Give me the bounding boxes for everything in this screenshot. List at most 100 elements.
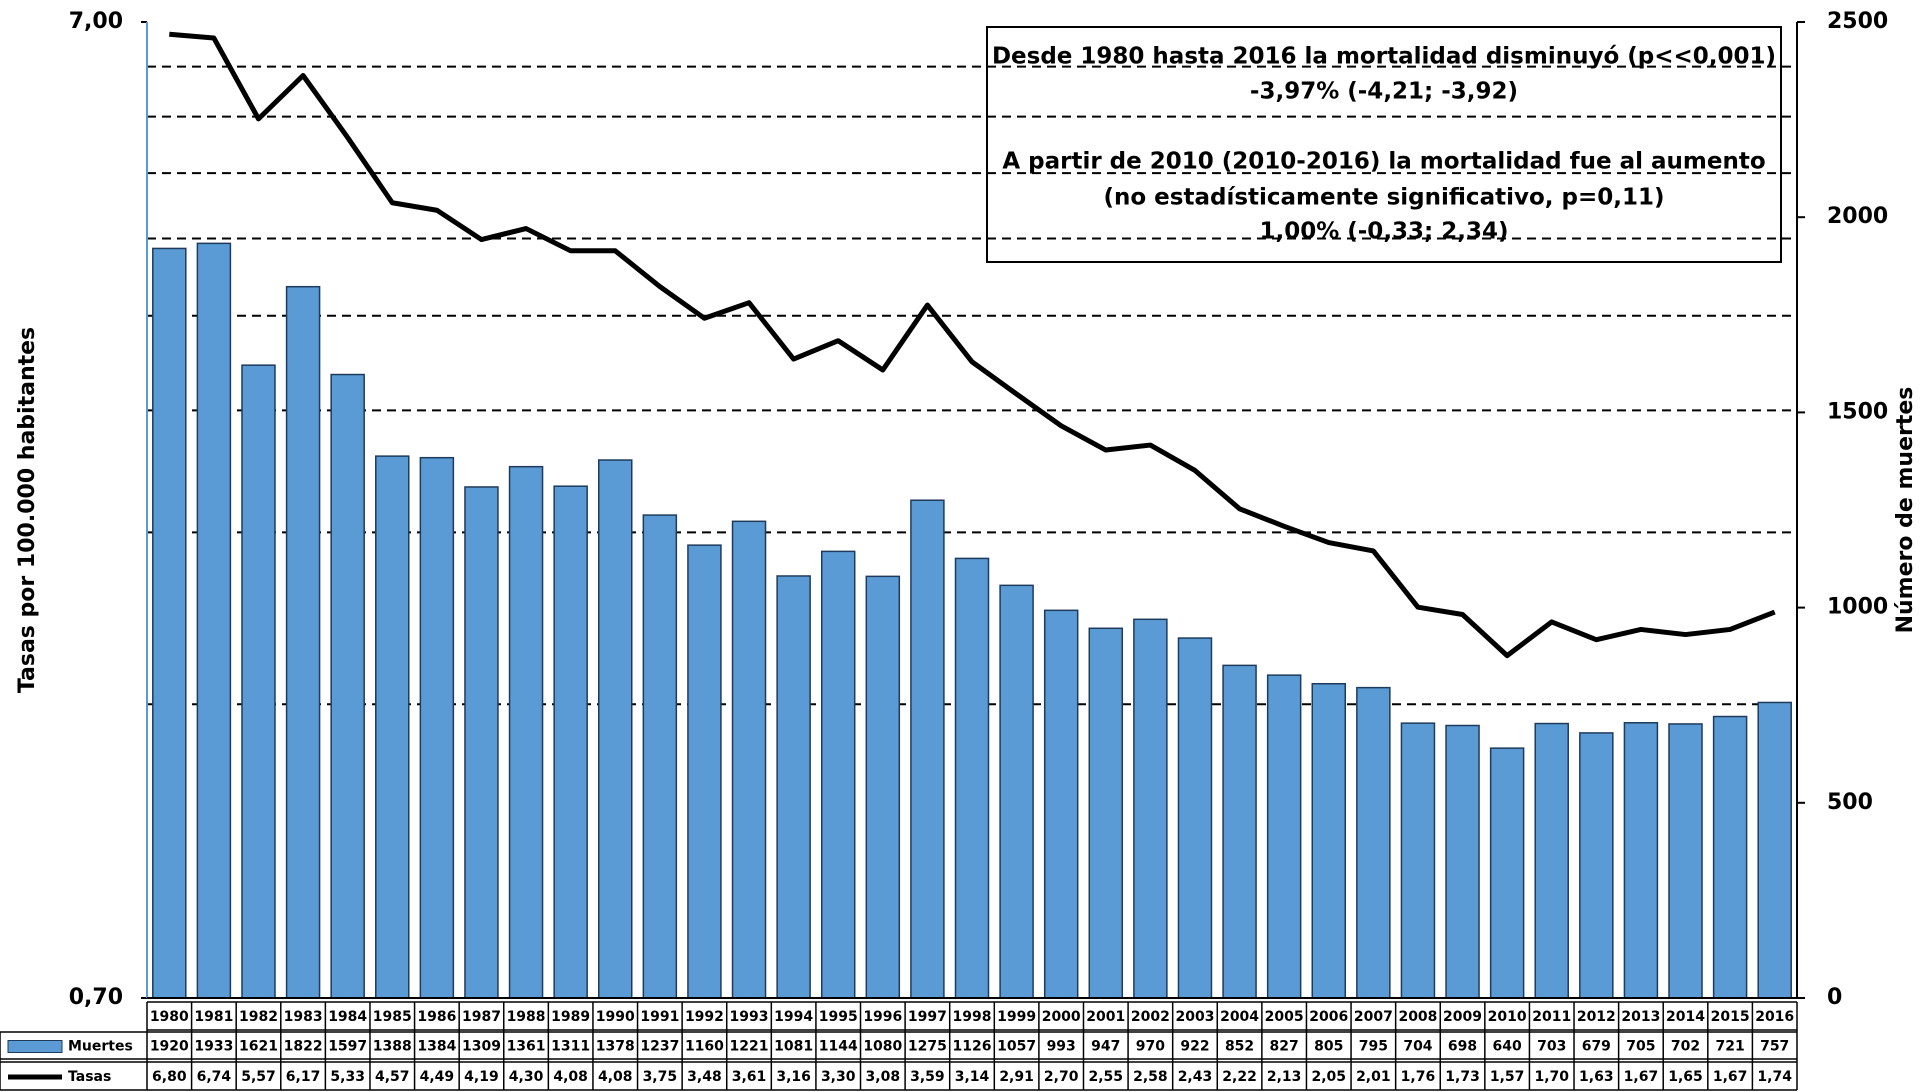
bar bbox=[1133, 618, 1168, 999]
x-tick-label: 2007 bbox=[1354, 1009, 1393, 1025]
bar bbox=[1534, 722, 1569, 999]
table-value: 2,01 bbox=[1356, 1069, 1391, 1085]
table-value: 947 bbox=[1091, 1039, 1120, 1055]
x-tick-label: 1992 bbox=[685, 1009, 724, 1025]
x-tick-label: 1980 bbox=[150, 1009, 189, 1025]
x-tick-label: 1999 bbox=[997, 1009, 1036, 1025]
table-value: 1080 bbox=[863, 1039, 902, 1055]
table-value: 805 bbox=[1314, 1039, 1343, 1055]
table-value: 3,75 bbox=[643, 1069, 678, 1085]
table-value: 970 bbox=[1136, 1039, 1165, 1055]
table-value: 5,57 bbox=[241, 1069, 276, 1085]
table-value: 795 bbox=[1359, 1039, 1388, 1055]
table-value: 4,30 bbox=[509, 1069, 544, 1085]
x-tick-label: 1985 bbox=[373, 1009, 412, 1025]
table-value: 1309 bbox=[462, 1039, 501, 1055]
table-value: 1,67 bbox=[1624, 1069, 1659, 1085]
y2-tick-label: 2000 bbox=[1827, 204, 1888, 229]
x-tick-label: 1989 bbox=[551, 1009, 590, 1025]
legend-swatch bbox=[7, 1040, 63, 1053]
table-value: 2,05 bbox=[1311, 1069, 1346, 1085]
y-tick-label: 7,00 bbox=[69, 9, 123, 34]
bar bbox=[910, 499, 945, 999]
table-value: 3,08 bbox=[866, 1069, 901, 1085]
table-value: 1,57 bbox=[1490, 1069, 1525, 1085]
bar bbox=[1623, 722, 1659, 999]
x-tick-label: 2008 bbox=[1398, 1009, 1437, 1025]
table-value: 1388 bbox=[373, 1039, 412, 1055]
table-value: 1057 bbox=[997, 1039, 1036, 1055]
table-value: 1597 bbox=[328, 1039, 367, 1055]
x-tick-label: 2011 bbox=[1532, 1009, 1571, 1025]
table-value: 993 bbox=[1047, 1039, 1076, 1055]
x-tick-label: 1998 bbox=[953, 1009, 992, 1025]
x-tick-label: 1991 bbox=[640, 1009, 679, 1025]
bar bbox=[820, 550, 856, 999]
table-value: 1621 bbox=[239, 1039, 278, 1055]
table-value: 1,67 bbox=[1713, 1069, 1748, 1085]
x-tick-label: 2000 bbox=[1042, 1009, 1081, 1025]
table-value: 1361 bbox=[507, 1039, 546, 1055]
table-value: 1,74 bbox=[1757, 1069, 1792, 1085]
y2-tick-label: 1000 bbox=[1827, 595, 1888, 620]
x-tick-label: 1997 bbox=[908, 1009, 947, 1025]
bar bbox=[285, 285, 321, 999]
bar bbox=[419, 456, 455, 999]
x-tick-label: 1993 bbox=[730, 1009, 769, 1025]
bar bbox=[508, 465, 544, 999]
table-value: 1081 bbox=[774, 1039, 813, 1055]
table-value: 5,33 bbox=[330, 1069, 365, 1085]
bar bbox=[152, 247, 187, 999]
table-value: 4,08 bbox=[598, 1069, 633, 1085]
annotation: -3,97% (-4,21; -3,92) bbox=[1250, 79, 1518, 105]
bar bbox=[1222, 664, 1257, 999]
table-value: 1160 bbox=[685, 1039, 724, 1055]
table-value: 1,76 bbox=[1401, 1069, 1436, 1085]
annotation: A partir de 2010 (2010-2016) la mortalid… bbox=[1002, 149, 1765, 175]
bar bbox=[865, 575, 901, 999]
table-value: 640 bbox=[1493, 1039, 1522, 1055]
x-tick-label: 1983 bbox=[284, 1009, 323, 1025]
bar bbox=[999, 584, 1034, 999]
x-tick-label: 1987 bbox=[462, 1009, 501, 1025]
table-value: 2,22 bbox=[1222, 1069, 1257, 1085]
table-value: 1275 bbox=[908, 1039, 947, 1055]
y2-tick-label: 1500 bbox=[1827, 399, 1888, 424]
annotation: (no estadísticamente significativo, p=0,… bbox=[1103, 185, 1664, 211]
table-value: 3,48 bbox=[687, 1069, 722, 1085]
table-value: 2,13 bbox=[1267, 1069, 1302, 1085]
table-value: 2,70 bbox=[1044, 1069, 1079, 1085]
bar bbox=[1177, 637, 1213, 999]
table-value: 6,74 bbox=[197, 1069, 232, 1085]
table-value: 3,30 bbox=[821, 1069, 856, 1085]
table-value: 2,55 bbox=[1089, 1069, 1124, 1085]
x-tick-label: 2013 bbox=[1621, 1009, 1660, 1025]
bar bbox=[1489, 747, 1525, 999]
table-value: 703 bbox=[1537, 1039, 1566, 1055]
table-value: 827 bbox=[1270, 1039, 1299, 1055]
x-tick-label: 1994 bbox=[774, 1009, 813, 1025]
bar bbox=[1088, 627, 1124, 999]
table-value: 1,73 bbox=[1445, 1069, 1480, 1085]
x-tick-label: 1996 bbox=[863, 1009, 902, 1025]
table-value: 4,49 bbox=[420, 1069, 455, 1085]
x-tick-label: 2006 bbox=[1309, 1009, 1348, 1025]
x-tick-label: 2009 bbox=[1443, 1009, 1482, 1025]
table-value: 1144 bbox=[819, 1039, 858, 1055]
bar bbox=[553, 485, 588, 999]
table-value: 6,17 bbox=[286, 1069, 321, 1085]
table-value: 679 bbox=[1582, 1039, 1611, 1055]
x-tick-label: 1982 bbox=[239, 1009, 278, 1025]
x-tick-label: 1990 bbox=[596, 1009, 635, 1025]
table-value: 1237 bbox=[640, 1039, 679, 1055]
bar bbox=[642, 514, 678, 999]
annotation: Desde 1980 hasta 2016 la mortalidad dism… bbox=[992, 44, 1776, 70]
bar bbox=[1668, 723, 1703, 999]
annotation: 1,00% (-0,33; 2,34) bbox=[1259, 219, 1508, 245]
legend-label: Tasas bbox=[68, 1069, 111, 1085]
bar bbox=[776, 575, 811, 999]
table-value: 1,70 bbox=[1534, 1069, 1569, 1085]
table-value: 1,65 bbox=[1668, 1069, 1703, 1085]
table-value: 922 bbox=[1180, 1039, 1209, 1055]
table-value: 3,16 bbox=[776, 1069, 811, 1085]
